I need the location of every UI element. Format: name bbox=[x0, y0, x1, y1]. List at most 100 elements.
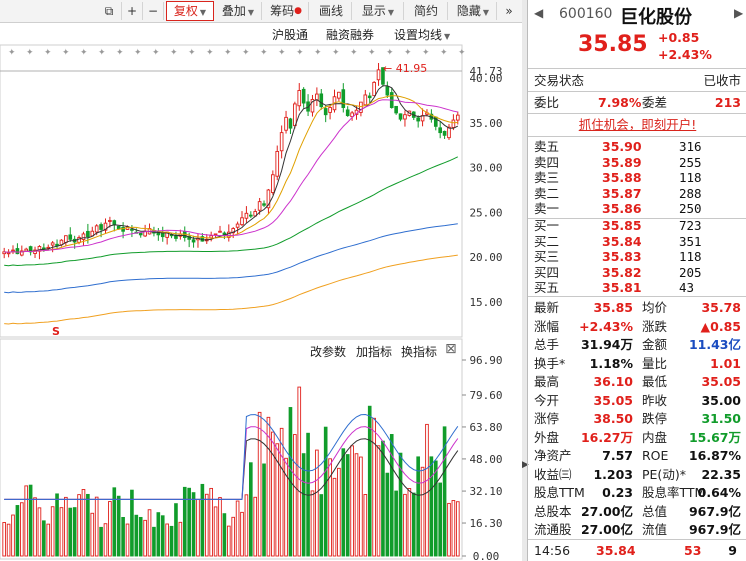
dot-marker: ✦ bbox=[134, 48, 142, 58]
ma-line bbox=[4, 156, 459, 267]
volume-ma-line bbox=[4, 438, 459, 500]
book-row[interactable]: 买四 35.82 205 bbox=[534, 265, 741, 281]
fuquan-button[interactable]: 复权 ▼ bbox=[166, 1, 214, 21]
book-row[interactable]: 买二 35.84 351 bbox=[534, 234, 741, 250]
candle-body bbox=[447, 126, 451, 139]
add-indicator-button[interactable]: 加指标 bbox=[356, 345, 393, 359]
tick-time: 14:56 bbox=[534, 543, 571, 558]
candle-body bbox=[266, 189, 271, 209]
volume-bar bbox=[271, 431, 275, 557]
dropdown-arrow-icon: ▼ bbox=[247, 8, 255, 17]
ma-line bbox=[4, 223, 458, 294]
display-button[interactable]: 显示 ▼ bbox=[353, 2, 404, 20]
collapse-arrow-icon[interactable]: ▶ bbox=[522, 460, 529, 470]
volume-bar bbox=[332, 477, 337, 557]
candle-body bbox=[218, 230, 222, 233]
kline-chart[interactable]: ✦ ✦ ✦ ✦ ✦ ✦ ✦ ✦ ✦ ✦ ✦ ✦ ✦ ✦ ✦ ✦ ✦ ✦ ✦ ✦ ✦ ✦ ✦ ✦ ✦ ✦41.7340.0035.0… bbox=[0, 0, 522, 561]
margin-link[interactable]: 融资融券 bbox=[326, 28, 375, 42]
stat-label: ROE bbox=[642, 448, 669, 463]
prev-stock-icon[interactable]: ◀ bbox=[534, 6, 544, 20]
simple-button[interactable]: 简约 bbox=[405, 2, 448, 20]
close-indicator-icon[interactable]: ⊠ bbox=[445, 341, 457, 357]
candle-body bbox=[438, 127, 442, 134]
candle-body bbox=[20, 250, 24, 256]
price-axis-label: 40.00 bbox=[469, 72, 502, 85]
candle-body bbox=[293, 103, 297, 127]
book-row[interactable]: 卖五 35.90 316 bbox=[534, 139, 741, 155]
restore-button[interactable]: ⧉ bbox=[97, 2, 122, 20]
volume-bar bbox=[191, 492, 196, 557]
switch-indicator-button[interactable]: 换指标 bbox=[401, 345, 438, 359]
book-price: 35.82 bbox=[602, 264, 642, 280]
candle-body bbox=[416, 117, 420, 122]
book-row[interactable]: 卖一 35.86 250 bbox=[534, 201, 741, 217]
zoom-in-button[interactable]: + bbox=[122, 2, 143, 20]
change-params-button[interactable]: 改参数 bbox=[310, 345, 347, 359]
book-row[interactable]: 买三 35.83 118 bbox=[534, 249, 741, 265]
volume-bar bbox=[20, 502, 24, 557]
book-row[interactable]: 卖二 35.87 288 bbox=[534, 186, 741, 202]
candle-body bbox=[337, 91, 341, 99]
stat-value: 35.05 bbox=[593, 392, 633, 408]
stat-label: 均价 bbox=[642, 300, 668, 315]
volume-bar bbox=[293, 434, 297, 557]
stat-value: 31.50 bbox=[701, 411, 741, 426]
candle-body bbox=[64, 235, 68, 243]
volume-bar bbox=[442, 426, 447, 557]
candle-body bbox=[301, 88, 306, 104]
ma-settings-button[interactable]: 设置均线 ▼ bbox=[394, 26, 450, 43]
volume-bar bbox=[2, 522, 7, 557]
overlay-button[interactable]: 叠加 ▼ bbox=[215, 2, 262, 20]
volume-bar bbox=[372, 417, 376, 557]
stat-row: 收益㈢ 1.203 PE(动)* 22.35 bbox=[534, 465, 741, 484]
book-row[interactable]: 买五 35.81 43 bbox=[534, 280, 741, 296]
panel-splitter[interactable] bbox=[522, 0, 527, 561]
volume-bar bbox=[451, 500, 456, 557]
volume-bar bbox=[46, 523, 51, 557]
candle-body bbox=[372, 81, 376, 97]
book-price: 35.88 bbox=[602, 170, 642, 185]
draw-line-button[interactable]: 画线 bbox=[311, 2, 352, 20]
stat-row: 股息TTM 0.23 股息率TTM 0.64% bbox=[534, 483, 741, 502]
volume-bar bbox=[328, 458, 332, 557]
candle-body bbox=[385, 86, 390, 96]
more-button[interactable]: » bbox=[505, 4, 513, 18]
book-level-label: 买一 bbox=[534, 218, 560, 233]
candle-body bbox=[15, 248, 20, 255]
zoom-out-button[interactable]: − bbox=[143, 2, 164, 20]
tick-volume: 53 bbox=[684, 543, 702, 558]
stat-value: 35.05 bbox=[701, 374, 741, 389]
chips-button[interactable]: 筹码● bbox=[264, 2, 309, 20]
price-axis-label: 35.00 bbox=[469, 117, 502, 130]
stat-value: 0.64% bbox=[697, 485, 741, 500]
stat-label: 最新 bbox=[534, 300, 560, 315]
next-stock-icon[interactable]: ▶ bbox=[734, 6, 744, 20]
volume-bar bbox=[209, 487, 213, 557]
open-account-link[interactable]: 抓住机会，即刻开户! bbox=[578, 117, 697, 132]
volume-bar bbox=[169, 525, 174, 557]
hide-button[interactable]: 隐藏 ▼ bbox=[450, 2, 497, 20]
volume-bar bbox=[77, 494, 81, 557]
dropdown-arrow-icon: ▼ bbox=[482, 8, 490, 17]
volume-pane bbox=[0, 338, 463, 560]
stat-label: 昨收 bbox=[642, 392, 668, 408]
book-row[interactable]: 买一 35.85 723 bbox=[534, 218, 741, 234]
hgt-link[interactable]: 沪股通 bbox=[272, 28, 309, 42]
book-level-label: 卖二 bbox=[534, 185, 560, 201]
volume-bar bbox=[152, 526, 156, 557]
volume-bar bbox=[121, 517, 125, 557]
book-volume: 118 bbox=[679, 170, 702, 185]
book-row[interactable]: 卖三 35.88 118 bbox=[534, 170, 741, 186]
dot-marker: ✦ bbox=[8, 48, 16, 58]
stock-code: 600160 bbox=[559, 6, 613, 22]
stat-label: 量比 bbox=[642, 355, 668, 371]
ma-settings-label: 设置均线 bbox=[394, 28, 443, 42]
book-volume: 723 bbox=[679, 218, 702, 233]
stat-label: 流通股 bbox=[534, 522, 572, 537]
stat-label: 最高 bbox=[534, 374, 560, 389]
stat-value: 35.85 bbox=[593, 300, 633, 315]
book-row[interactable]: 卖四 35.89 255 bbox=[534, 155, 741, 171]
display-label: 显示 bbox=[361, 4, 386, 18]
volume-bar bbox=[68, 507, 73, 557]
book-price: 35.81 bbox=[602, 280, 642, 295]
